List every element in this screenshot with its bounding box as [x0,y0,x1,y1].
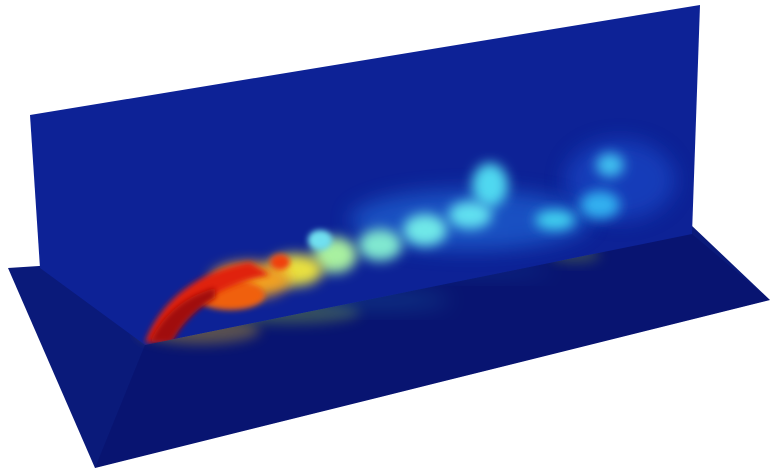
visualization [0,0,772,469]
